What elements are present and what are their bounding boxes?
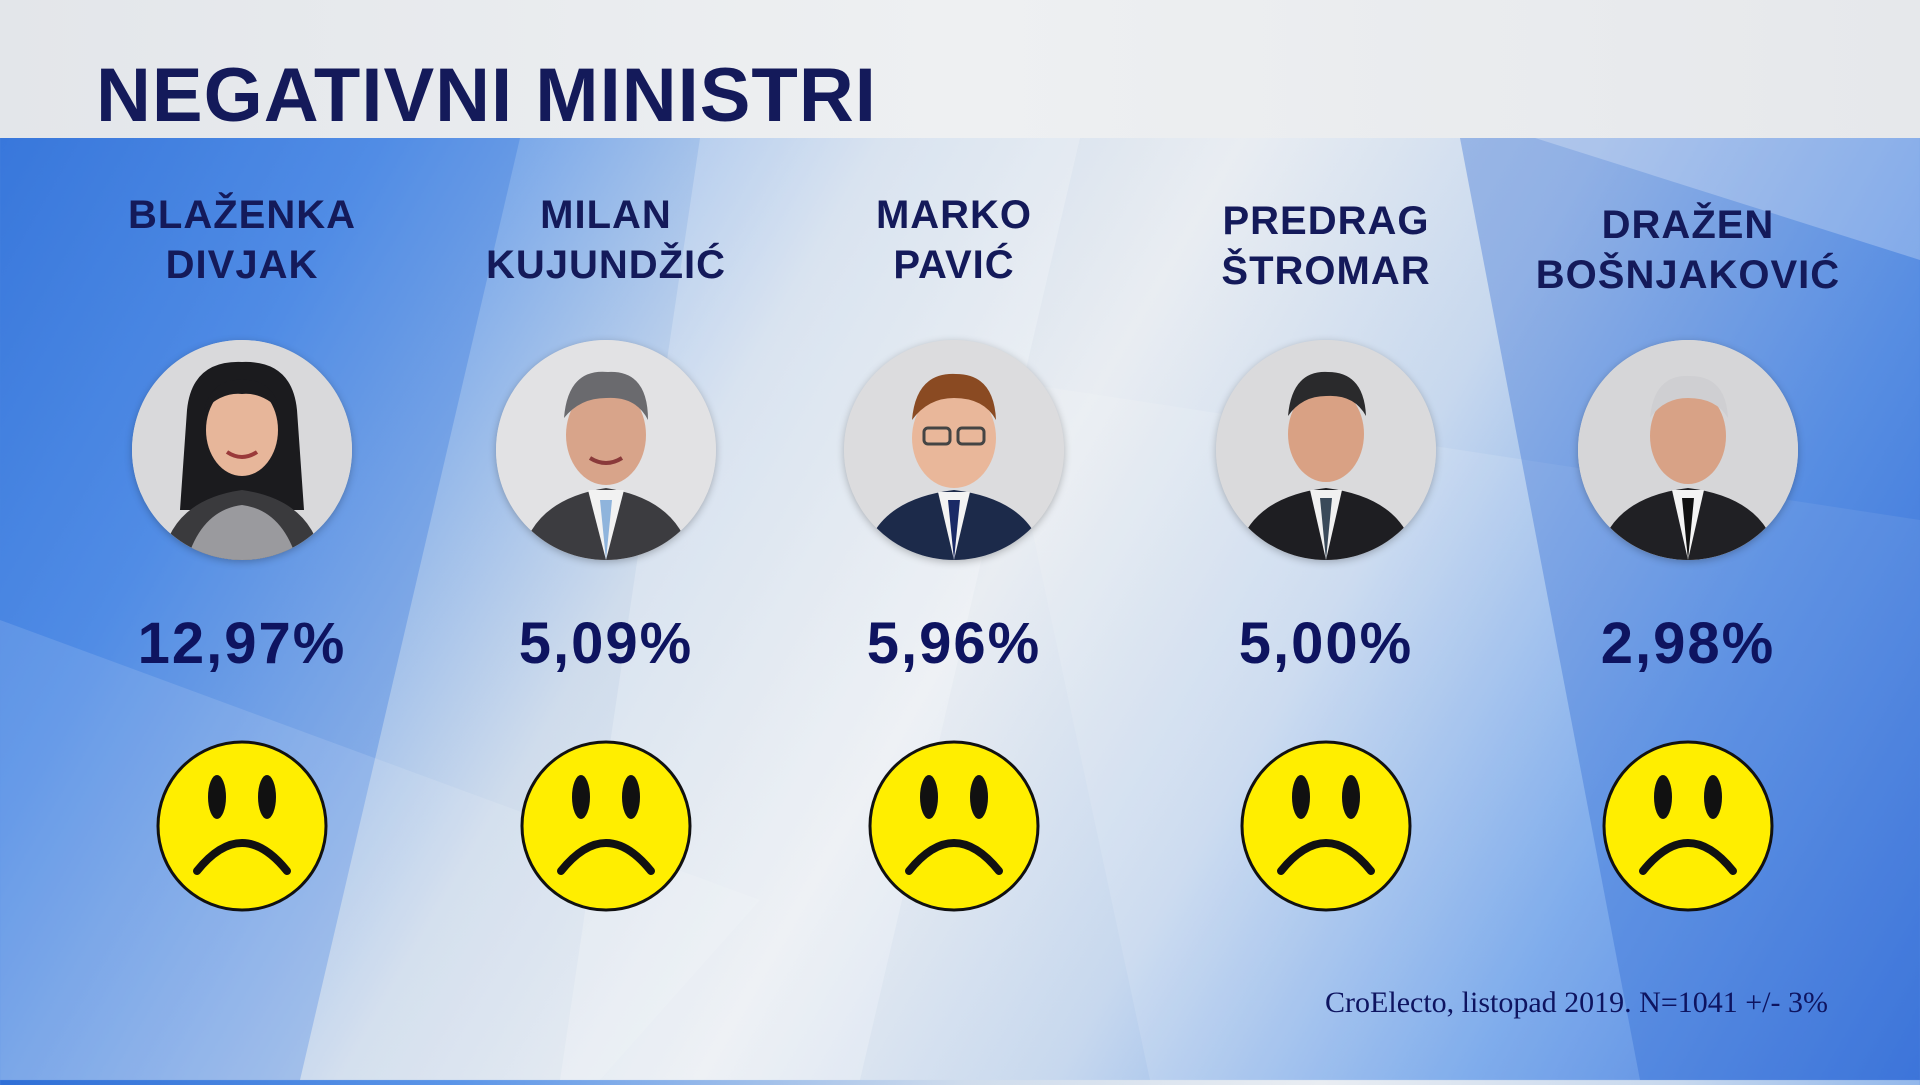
minister-last-name: ŠTROMAR bbox=[1221, 249, 1431, 293]
negative-percent: 5,96% bbox=[866, 611, 1042, 676]
minister-photo bbox=[496, 340, 716, 560]
negative-percent: 5,00% bbox=[1238, 611, 1414, 676]
sad-face-icon bbox=[1239, 739, 1413, 913]
negative-percent: 2,98% bbox=[1600, 611, 1776, 676]
minister-photo bbox=[132, 340, 352, 560]
minister-first-name: DRAŽEN bbox=[1601, 203, 1775, 247]
minister-first-name: BLAŽENKA bbox=[128, 193, 356, 237]
minister-last-name: BOŠNJAKOVIĆ bbox=[1535, 253, 1841, 297]
minister-first-name: MILAN bbox=[540, 193, 672, 237]
minister-first-name: MARKO bbox=[875, 193, 1033, 237]
sad-face-icon bbox=[155, 739, 329, 913]
minister-photo bbox=[844, 340, 1064, 560]
minister-first-name: PREDRAG bbox=[1222, 199, 1430, 243]
minister-card: MILAN KUJUNDŽIĆ 5,09% bbox=[426, 190, 786, 930]
minister-card: MARKO PAVIĆ 5,96% bbox=[774, 190, 1134, 930]
minister-photo bbox=[1216, 340, 1436, 560]
sad-face-icon bbox=[1601, 739, 1775, 913]
minister-card: DRAŽEN BOŠNJAKOVIĆ 2,98% bbox=[1508, 190, 1868, 930]
source-note: CroElecto, listopad 2019. N=1041 +/- 3% bbox=[1325, 986, 1828, 1019]
minister-photo bbox=[1578, 340, 1798, 560]
minister-name: DRAŽEN BOŠNJAKOVIĆ bbox=[1508, 200, 1868, 300]
negative-percent: 5,09% bbox=[518, 611, 694, 676]
sad-face-icon bbox=[519, 739, 693, 913]
minister-name: MILAN KUJUNDŽIĆ bbox=[426, 190, 786, 290]
title-band bbox=[0, 0, 1920, 138]
minister-last-name: KUJUNDŽIĆ bbox=[485, 243, 727, 287]
sad-face-icon bbox=[867, 739, 1041, 913]
page-title: NEGATIVNI MINISTRI bbox=[96, 53, 877, 138]
minister-last-name: PAVIĆ bbox=[893, 243, 1015, 287]
minister-card: PREDRAG ŠTROMAR 5,00% bbox=[1146, 190, 1506, 930]
minister-card: BLAŽENKA DIVJAK 12,97% bbox=[62, 190, 422, 930]
negative-percent: 12,97% bbox=[137, 611, 347, 676]
minister-name: MARKO PAVIĆ bbox=[774, 190, 1134, 290]
minister-name: PREDRAG ŠTROMAR bbox=[1146, 196, 1506, 296]
minister-name: BLAŽENKA DIVJAK bbox=[62, 190, 422, 290]
minister-last-name: DIVJAK bbox=[165, 243, 319, 287]
